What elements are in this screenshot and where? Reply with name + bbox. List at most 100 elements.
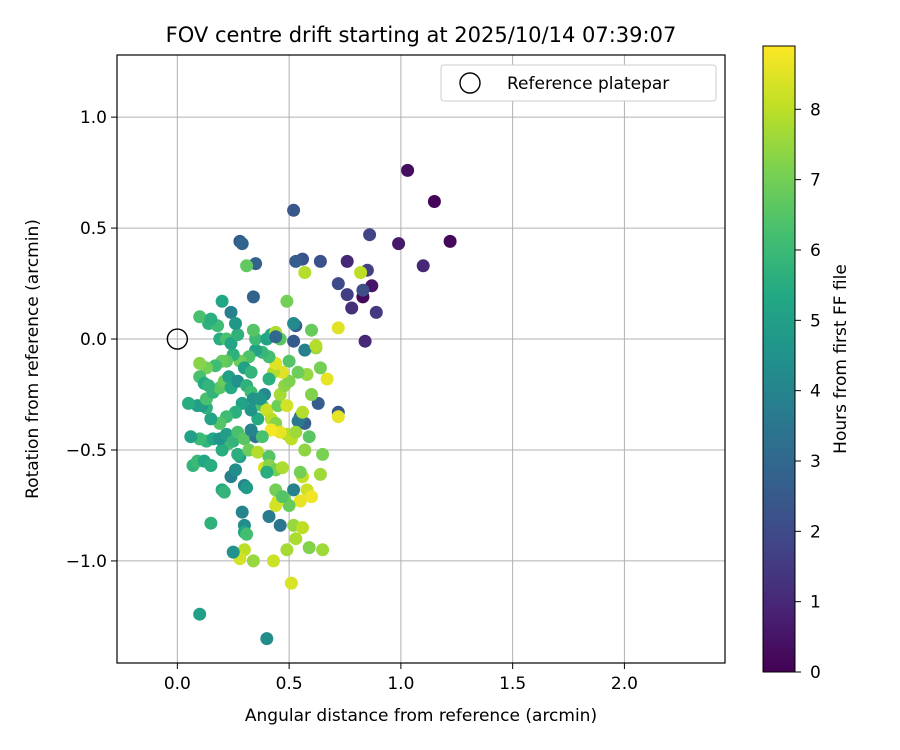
data-point (215, 294, 229, 308)
data-point (226, 545, 240, 559)
x-tick-label: 2.0 (611, 674, 638, 694)
scatter-points (182, 163, 457, 646)
data-point (401, 163, 415, 177)
y-tick-label: −1.0 (66, 552, 107, 572)
y-tick-label: 1.0 (80, 108, 107, 128)
data-point (280, 294, 294, 308)
colorbar-tick-label: 1 (810, 593, 821, 613)
data-point (255, 430, 269, 444)
data-point (184, 430, 198, 444)
data-point (316, 543, 330, 557)
y-axis-ticks: −1.0 −0.5 0.0 0.5 1.0 (66, 108, 117, 572)
data-point (340, 288, 354, 302)
data-point (287, 334, 301, 348)
colorbar-tick-label: 5 (810, 311, 821, 331)
data-point (345, 301, 359, 315)
data-point (293, 465, 307, 479)
data-point (235, 505, 249, 519)
data-point (369, 305, 383, 319)
data-point (260, 465, 274, 479)
data-point (264, 423, 278, 437)
colorbar-gradient (763, 46, 795, 672)
data-point (235, 237, 249, 251)
data-point (193, 607, 207, 621)
colorbar-tick-label: 2 (810, 522, 821, 542)
colorbar-tick-label: 8 (810, 100, 821, 120)
data-point (309, 339, 323, 353)
data-point (246, 554, 260, 568)
data-point (229, 317, 242, 330)
data-point (291, 365, 305, 379)
data-point (253, 392, 267, 406)
data-point (443, 234, 457, 248)
legend-marker (459, 72, 481, 94)
data-point (289, 532, 303, 546)
data-point (280, 543, 294, 557)
data-point (204, 459, 218, 472)
data-point (262, 510, 276, 523)
data-point (280, 399, 294, 413)
data-point (293, 494, 307, 508)
data-point (282, 499, 296, 512)
data-point (193, 356, 207, 370)
data-point (244, 365, 258, 379)
data-point (289, 425, 303, 439)
data-point (298, 343, 312, 357)
colorbar-tick-label: 4 (810, 382, 821, 402)
data-point (262, 372, 276, 386)
data-point (246, 323, 260, 337)
data-point (296, 521, 309, 535)
data-point (313, 361, 327, 375)
data-point (305, 388, 318, 401)
data-point (267, 554, 280, 568)
data-point (237, 432, 251, 446)
x-tick-label: 0.5 (276, 674, 303, 694)
data-point (416, 259, 430, 273)
data-point (287, 317, 301, 330)
data-point (298, 266, 312, 279)
data-point (240, 259, 254, 273)
x-axis-label: Angular distance from reference (arcmin) (245, 706, 597, 726)
data-point (392, 237, 406, 251)
data-point (269, 499, 283, 512)
data-point (331, 321, 345, 335)
data-point (262, 450, 276, 464)
x-tick-label: 1.0 (387, 674, 414, 694)
data-point (204, 516, 218, 530)
x-axis-ticks: 0.0 0.5 1.0 1.5 2.0 (164, 663, 638, 694)
chart-title: FOV centre drift starting at 2025/10/14 … (166, 23, 677, 47)
data-point (251, 412, 265, 426)
data-point (358, 334, 372, 348)
data-point (298, 443, 312, 457)
data-point (193, 310, 207, 324)
y-tick-label: 0.0 (80, 330, 107, 350)
data-point (427, 195, 441, 208)
data-point (246, 290, 260, 304)
data-point (244, 423, 258, 437)
data-point (354, 266, 368, 279)
data-point (311, 396, 325, 410)
data-point (260, 632, 274, 646)
legend: Reference platepar (440, 64, 717, 102)
data-point (313, 254, 327, 268)
colorbar-tick-label: 6 (810, 241, 821, 261)
data-point (229, 463, 242, 477)
data-point (282, 374, 296, 388)
data-point (284, 576, 298, 590)
data-point (316, 447, 330, 461)
data-point (320, 372, 334, 386)
data-point (235, 396, 249, 410)
y-tick-label: 0.5 (80, 219, 107, 239)
colorbar-tick-label: 7 (810, 171, 821, 191)
data-point (275, 365, 289, 379)
plot-frame (116, 54, 726, 664)
reference-marker (166, 328, 189, 350)
data-point (356, 283, 370, 297)
data-point (302, 541, 316, 555)
data-point (224, 337, 238, 350)
colorbar-label: Hours from first FF file (831, 264, 851, 454)
data-point (305, 490, 318, 504)
data-point (331, 410, 345, 424)
